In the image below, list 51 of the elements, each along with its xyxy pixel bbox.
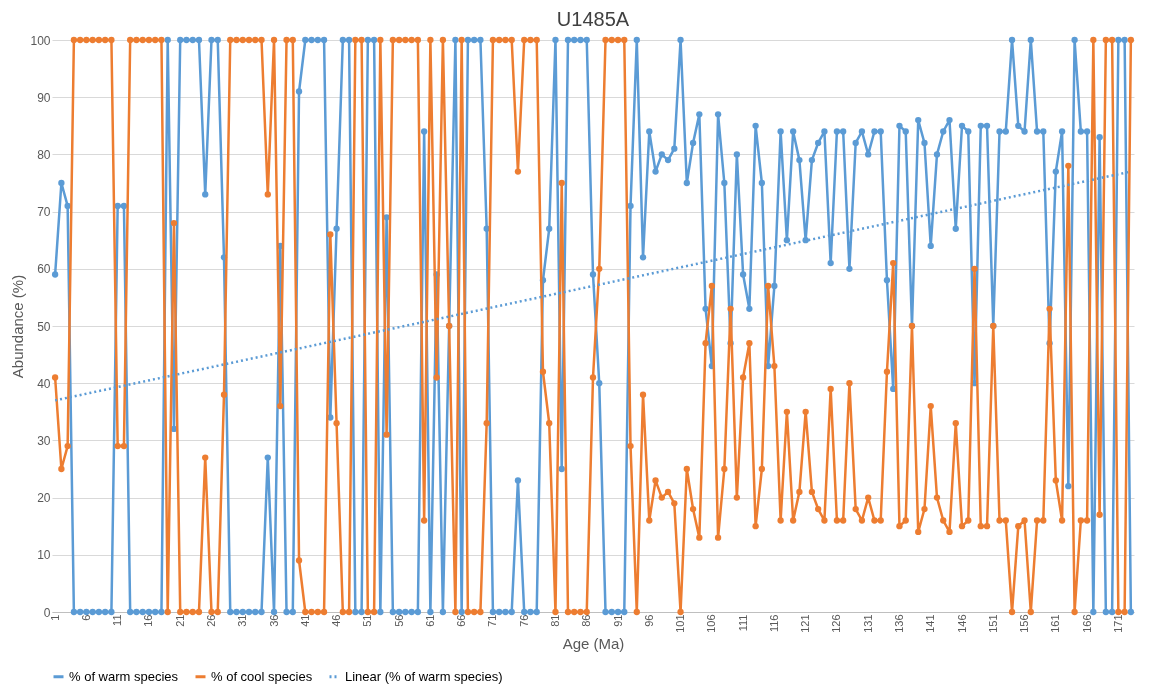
x-axis-title: Age (Ma): [562, 634, 625, 652]
x-tick-label: 161: [1049, 614, 1062, 633]
x-tick-label: 156: [1018, 614, 1031, 633]
x-tick-label: 96: [642, 614, 655, 627]
legend-label: % of warm species: [69, 668, 179, 684]
x-tick-label: 16: [142, 614, 155, 627]
legend-label: % of cool species: [211, 668, 313, 684]
y-tick-label: 70: [37, 205, 51, 220]
y-tick-label: 80: [37, 147, 51, 162]
x-tick-label: 56: [392, 614, 405, 627]
x-tick-label: 11: [111, 614, 124, 626]
y-tick-label: 20: [37, 491, 51, 506]
y-tick-label: 40: [37, 376, 51, 391]
x-tick-label: 131: [861, 614, 874, 633]
x-tick-label: 166: [1080, 614, 1093, 633]
x-tick-label: 81: [548, 614, 561, 627]
x-tick-label: 21: [173, 614, 186, 627]
chart-title: U1485A: [556, 8, 630, 30]
x-tick-label: 136: [892, 614, 905, 633]
x-tick-label: 116: [767, 614, 780, 633]
x-tick-label: 111: [736, 614, 749, 632]
x-tick-label: 66: [455, 614, 468, 627]
x-tick-label: 86: [580, 614, 593, 627]
x-tick-label: 41: [298, 614, 311, 627]
x-tick-label: 91: [611, 614, 624, 627]
x-tick-label: 46: [330, 614, 343, 627]
x-tick-label: 151: [986, 614, 999, 633]
y-axis-title: Abundance (%): [9, 274, 27, 379]
y-tick-label: 100: [30, 33, 51, 48]
x-tick-label: 6: [79, 614, 92, 621]
y-tick-label: 90: [37, 90, 51, 105]
y-tick-label: 60: [37, 262, 51, 277]
x-tick-label: 31: [236, 614, 249, 627]
x-tick-label: 26: [204, 614, 217, 627]
x-tick-label: 106: [705, 614, 718, 633]
x-tick-label: 61: [423, 614, 436, 627]
x-tick-label: 36: [267, 614, 280, 627]
y-tick-label: 10: [37, 548, 51, 563]
x-tick-label: 146: [955, 614, 968, 633]
x-tick-label: 126: [830, 614, 843, 633]
x-tick-label: 71: [486, 614, 499, 627]
x-tick-label: 51: [361, 614, 374, 627]
y-tick-label: 50: [37, 319, 51, 334]
y-tick-label: 30: [37, 433, 51, 448]
x-tick-label: 171: [1111, 614, 1124, 633]
x-tick-label: 121: [799, 614, 812, 633]
x-tick-label: 141: [924, 614, 937, 633]
x-tick-label: 101: [674, 614, 687, 633]
y-tick-label: 0: [43, 605, 51, 620]
x-tick-label: 76: [517, 614, 530, 627]
legend-label: Linear (% of warm species): [345, 668, 503, 684]
